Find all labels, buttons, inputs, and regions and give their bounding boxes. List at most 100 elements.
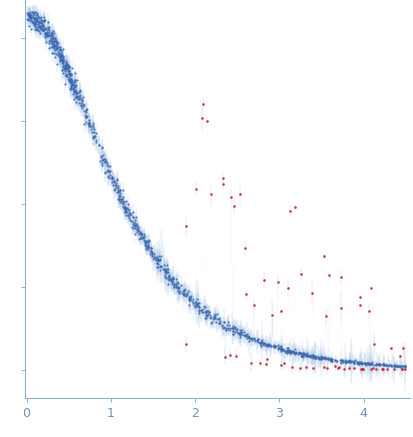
Point: [219, 180, 225, 187]
Point: [43, 31, 50, 38]
Point: [73, 94, 79, 101]
Point: [342, 359, 349, 366]
Point: [332, 357, 339, 364]
Point: [131, 222, 138, 229]
Point: [353, 358, 359, 365]
Point: [294, 350, 301, 357]
Point: [59, 56, 66, 63]
Point: [76, 87, 83, 94]
Point: [262, 342, 268, 349]
Point: [300, 351, 306, 358]
Point: [358, 359, 364, 366]
Point: [218, 323, 224, 329]
Point: [59, 58, 65, 65]
Point: [69, 80, 76, 87]
Point: [269, 342, 275, 349]
Point: [204, 311, 210, 318]
Point: [295, 348, 301, 355]
Point: [70, 81, 76, 88]
Point: [115, 182, 121, 189]
Point: [354, 359, 361, 366]
Point: [337, 358, 344, 365]
Point: [63, 63, 70, 70]
Point: [399, 345, 406, 352]
Point: [270, 342, 277, 349]
Point: [98, 161, 105, 168]
Point: [71, 76, 78, 83]
Point: [345, 359, 352, 366]
Point: [297, 271, 304, 278]
Point: [350, 357, 356, 364]
Point: [227, 194, 233, 201]
Point: [298, 351, 304, 358]
Point: [66, 76, 73, 83]
Point: [59, 61, 66, 68]
Point: [54, 60, 61, 67]
Point: [180, 292, 187, 299]
Point: [92, 130, 99, 137]
Point: [102, 168, 109, 175]
Point: [316, 354, 322, 361]
Point: [371, 361, 378, 368]
Point: [85, 121, 92, 128]
Point: [314, 354, 321, 361]
Point: [327, 356, 333, 363]
Point: [342, 358, 349, 365]
Point: [148, 248, 155, 255]
Point: [142, 242, 149, 249]
Point: [276, 344, 282, 351]
Point: [235, 329, 242, 336]
Point: [174, 279, 180, 286]
Point: [115, 196, 122, 203]
Point: [150, 253, 157, 260]
Point: [33, 11, 40, 18]
Point: [202, 311, 209, 318]
Point: [153, 264, 159, 271]
Point: [361, 359, 368, 366]
Point: [361, 360, 368, 367]
Point: [317, 355, 324, 362]
Point: [59, 53, 66, 60]
Point: [308, 352, 314, 359]
Point: [25, 9, 32, 16]
Point: [242, 291, 248, 298]
Point: [78, 97, 85, 104]
Point: [34, 25, 40, 32]
Point: [320, 355, 327, 362]
Point: [37, 19, 43, 26]
Point: [185, 301, 192, 308]
Point: [245, 334, 252, 341]
Point: [183, 340, 189, 347]
Point: [320, 354, 327, 361]
Point: [100, 152, 106, 159]
Point: [277, 345, 283, 352]
Point: [45, 28, 52, 35]
Point: [256, 360, 262, 367]
Point: [50, 43, 56, 50]
Point: [48, 49, 55, 56]
Point: [113, 176, 120, 183]
Point: [69, 77, 75, 84]
Point: [34, 23, 41, 30]
Point: [92, 136, 99, 143]
Point: [191, 304, 197, 311]
Point: [149, 253, 155, 260]
Point: [299, 349, 305, 356]
Point: [346, 357, 353, 364]
Point: [302, 351, 309, 358]
Point: [268, 311, 275, 318]
Point: [42, 29, 48, 36]
Point: [37, 23, 43, 30]
Point: [202, 314, 209, 321]
Point: [361, 360, 367, 367]
Point: [52, 42, 59, 49]
Point: [375, 361, 382, 368]
Point: [368, 361, 375, 368]
Point: [89, 135, 96, 142]
Point: [186, 295, 192, 302]
Point: [31, 18, 38, 25]
Point: [50, 49, 57, 56]
Point: [319, 354, 325, 361]
Point: [209, 316, 216, 323]
Point: [164, 275, 171, 282]
